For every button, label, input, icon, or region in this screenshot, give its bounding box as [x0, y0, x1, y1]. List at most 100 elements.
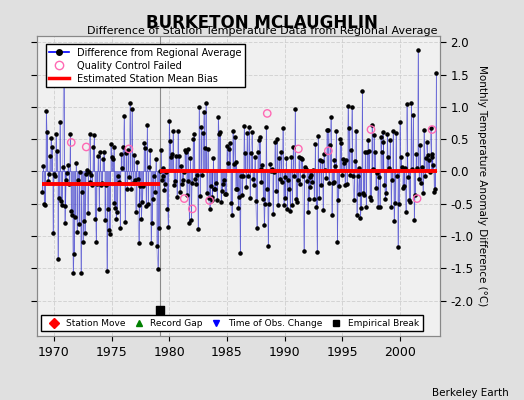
Point [337, 140, 345, 146]
Point [253, 225, 261, 231]
Point [380, 182, 389, 188]
Point [409, 112, 418, 118]
Point [266, 161, 274, 167]
Point [169, 128, 177, 134]
Point [71, 213, 79, 220]
Point [205, 197, 214, 204]
Point [141, 144, 149, 151]
Point [294, 153, 303, 160]
Point [217, 198, 225, 205]
Point [57, 198, 65, 204]
Point [326, 114, 335, 120]
Point [199, 130, 207, 137]
Point [111, 204, 119, 211]
Point [300, 248, 308, 254]
Point [161, 181, 170, 188]
Point [237, 173, 245, 180]
Point [128, 180, 137, 186]
Point [312, 204, 320, 210]
Point [283, 206, 291, 212]
Point [402, 101, 411, 107]
Point [277, 148, 285, 155]
Point [358, 87, 366, 94]
Point [332, 127, 341, 134]
Point [291, 106, 299, 112]
Point [127, 186, 135, 192]
Y-axis label: Monthly Temperature Anomaly Difference (°C): Monthly Temperature Anomaly Difference (… [477, 65, 487, 307]
Point [276, 176, 284, 182]
Point [68, 212, 77, 219]
Point [115, 179, 124, 186]
Point [308, 179, 316, 186]
Point [370, 148, 379, 155]
Point [123, 186, 131, 192]
Point [67, 139, 75, 146]
Point [324, 180, 333, 187]
Point [233, 186, 242, 192]
Point [211, 186, 220, 192]
Point [62, 176, 71, 183]
Point [124, 147, 132, 154]
Point [132, 209, 140, 216]
Point [255, 134, 264, 140]
Point [101, 217, 109, 223]
Point [411, 192, 419, 199]
Point [191, 176, 199, 182]
Point [294, 176, 302, 183]
Point [105, 231, 114, 238]
Point [278, 125, 287, 132]
Point [260, 222, 268, 229]
Point [412, 151, 420, 158]
Point [275, 155, 283, 161]
Point [386, 137, 395, 143]
Point [94, 153, 102, 159]
Point [281, 195, 290, 202]
Point [181, 149, 190, 155]
Point [75, 221, 83, 227]
Point [205, 206, 214, 212]
Point [267, 168, 275, 175]
Point [424, 157, 433, 164]
Point [378, 129, 387, 136]
Point [189, 136, 198, 142]
Point [239, 172, 247, 179]
Point [269, 211, 277, 217]
Point [303, 208, 312, 215]
Point [180, 195, 189, 202]
Point [364, 137, 372, 143]
Point [363, 149, 372, 156]
Point [146, 146, 154, 153]
Point [232, 159, 241, 165]
Point [282, 155, 291, 162]
Point [41, 202, 50, 208]
Point [221, 191, 229, 198]
Point [163, 206, 171, 212]
Point [325, 142, 334, 148]
Point [219, 180, 227, 187]
Point [432, 70, 441, 76]
Point [177, 162, 185, 169]
Point [343, 180, 351, 187]
Point [84, 169, 93, 175]
Point [427, 124, 435, 131]
Point [391, 200, 399, 206]
Point [254, 137, 263, 143]
Point [313, 249, 321, 256]
Point [336, 136, 344, 142]
Point [331, 162, 340, 169]
Point [154, 266, 162, 272]
Point [114, 173, 123, 179]
Point [56, 119, 64, 125]
Point [394, 244, 402, 250]
Point [133, 159, 141, 166]
Point [135, 202, 144, 209]
Point [342, 157, 350, 164]
Point [299, 173, 307, 179]
Point [96, 149, 104, 155]
Point [215, 131, 223, 137]
Point [392, 130, 400, 136]
Point [157, 177, 166, 183]
Point [431, 186, 440, 192]
Point [59, 60, 68, 66]
Point [49, 230, 57, 236]
